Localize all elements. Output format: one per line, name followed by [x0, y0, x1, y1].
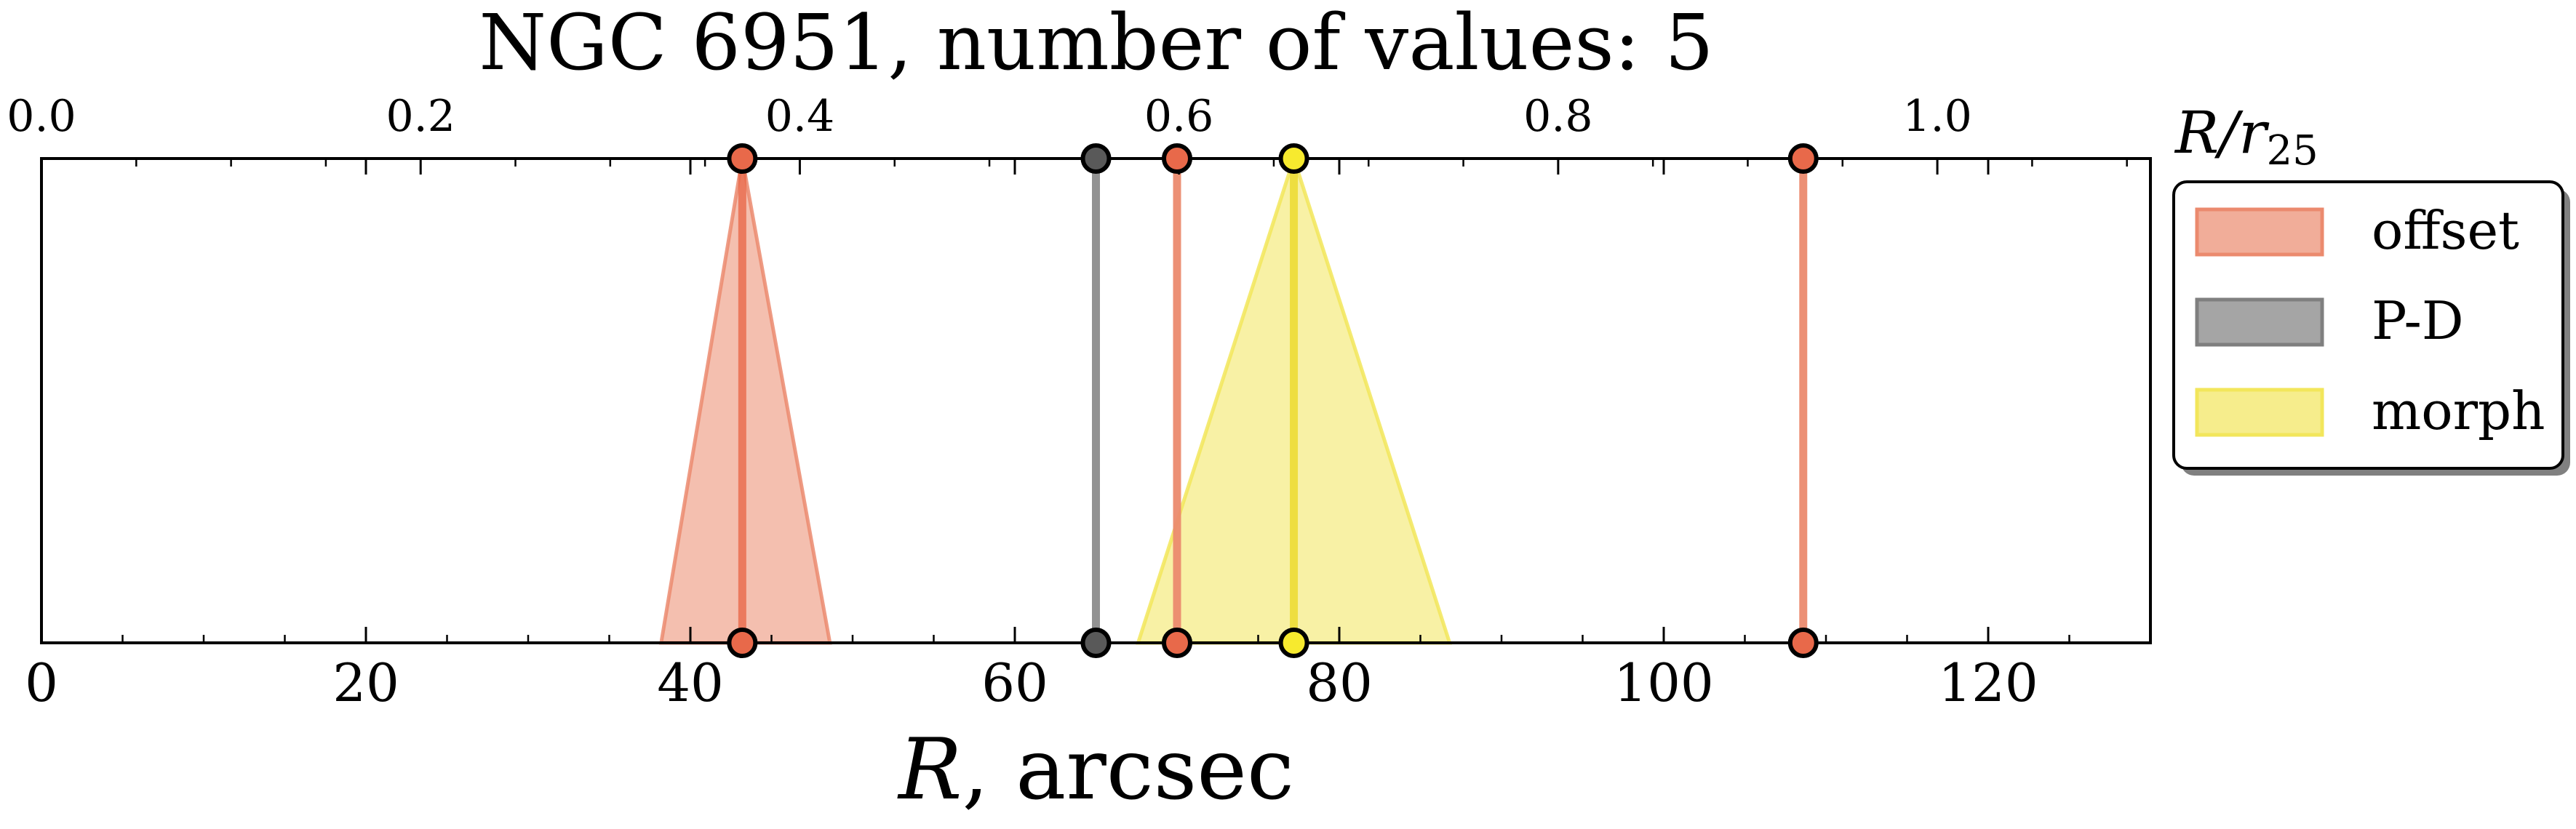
top-axis-label-base: R/r [2174, 99, 2270, 167]
x-tick-label: 60 [981, 652, 1048, 713]
marker-top-offset-0 [727, 143, 758, 174]
top-tick-label: 0.6 [1144, 91, 1213, 142]
top-axis-label: R/r25 [2174, 99, 2318, 175]
top-tick-label: 0.0 [7, 91, 76, 142]
legend-items: offset P-D morph [2195, 200, 2545, 441]
x-axis-label: R, arcsec [897, 721, 1294, 819]
legend-label-offset: offset [2372, 200, 2519, 261]
error-bands [658, 152, 1453, 645]
legend-label-P-D: P-D [2372, 290, 2464, 351]
marker-bottom-P-D-1 [1080, 628, 1112, 658]
top-tick-label: 0.2 [386, 91, 455, 142]
marker-top-morph-3 [1278, 143, 1309, 174]
value-lines [738, 159, 1808, 643]
marker-bottom-offset-2 [1162, 628, 1192, 658]
legend-label-morph: morph [2372, 380, 2545, 441]
x-tick-label: 80 [1306, 652, 1373, 713]
marker-top-offset-2 [1162, 143, 1192, 174]
top-tick-label: 0.8 [1523, 91, 1592, 142]
legend-swatch-offset [2195, 207, 2324, 257]
top-tick-label: 1.0 [1902, 91, 1971, 142]
top-tick-label: 0.4 [765, 91, 834, 142]
x-axis-label-unit: , arcsec [962, 721, 1293, 819]
chart-title: NGC 6951, number of values: 5 [479, 0, 1713, 87]
marker-bottom-morph-3 [1278, 628, 1309, 658]
legend-swatch-morph [2195, 388, 2324, 437]
marker-bottom-offset-0 [727, 628, 758, 658]
x-tick-label: 40 [657, 652, 724, 713]
x-axis-label-var: R [897, 721, 962, 819]
x-tick-label: 100 [1614, 652, 1713, 713]
x-tick-label: 0 [25, 652, 58, 713]
top-axis-label-sub: 25 [2266, 127, 2318, 175]
x-tick-label: 120 [1938, 652, 2038, 713]
marker-top-P-D-1 [1080, 143, 1112, 174]
value-markers [727, 143, 1819, 658]
axis-ticks: 0 20 40 60 80 100 120 0.0 0.2 0.4 0.6 0.8 1.0 [7, 91, 2128, 713]
legend-swatch-P-D [2195, 297, 2324, 347]
marker-bottom-offset-4 [1787, 628, 1819, 658]
x-tick-label: 20 [332, 652, 399, 713]
marker-top-offset-4 [1787, 143, 1819, 174]
legend: offset P-D morph [2172, 180, 2570, 476]
